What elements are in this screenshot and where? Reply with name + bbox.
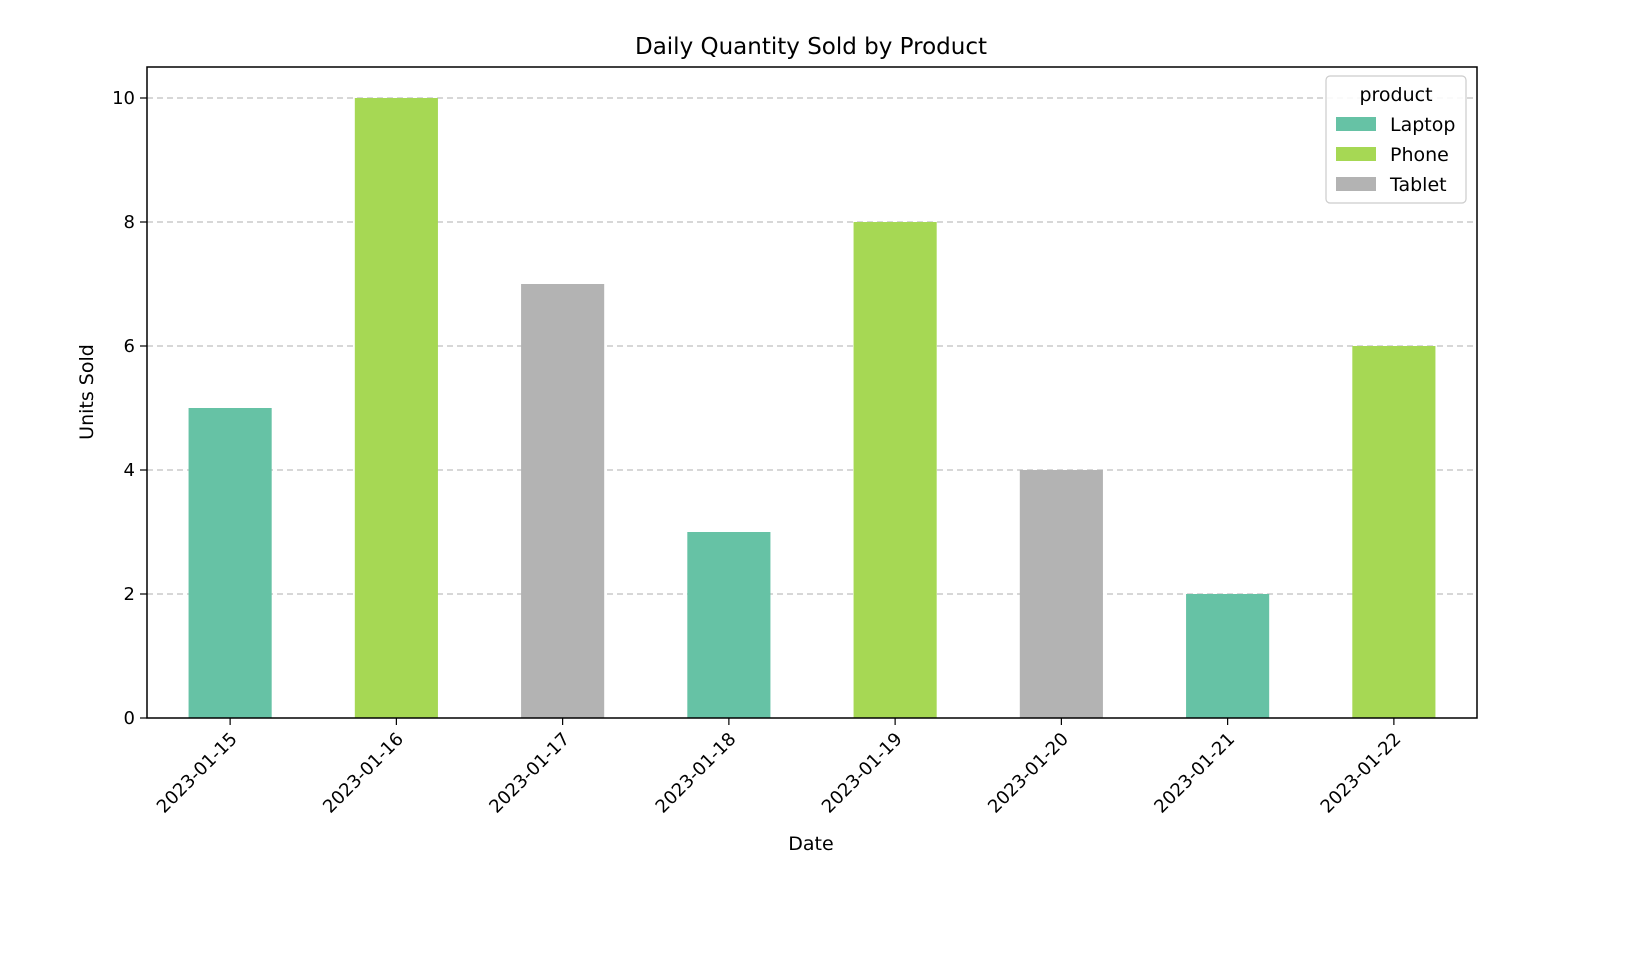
legend-title: product [1359, 84, 1432, 106]
bar-phone-2023-01-16 [354, 98, 438, 718]
bar-phone-2023-01-19 [853, 222, 937, 718]
plot-frame [146, 66, 1478, 719]
bar-phone-2023-01-22 [1352, 346, 1436, 718]
legend-swatch-laptop [1336, 117, 1376, 131]
y-tick-label: 8 [124, 212, 135, 233]
legend-label-tablet: Tablet [1389, 174, 1447, 196]
x-axis-title: Date [788, 833, 833, 855]
y-tick-label: 4 [124, 460, 135, 481]
y-tick-label: 0 [124, 708, 135, 729]
y-tick-label: 2 [124, 584, 135, 605]
y-axis-title: Units Sold [76, 344, 98, 440]
legend-label-phone: Phone [1390, 144, 1449, 166]
legend-swatch-phone [1336, 147, 1376, 161]
chart-title: Daily Quantity Sold by Product [635, 34, 987, 60]
y-tick-label: 10 [112, 88, 135, 109]
legend-label-laptop: Laptop [1390, 114, 1455, 136]
bar-laptop-2023-01-21 [1186, 594, 1270, 718]
y-tick-label: 6 [124, 336, 135, 357]
bar-tablet-2023-01-20 [1019, 470, 1103, 718]
bar-laptop-2023-01-18 [687, 532, 771, 718]
bars [188, 98, 1436, 718]
legend-items: Laptop Phone Tablet [1336, 114, 1455, 196]
y-axis: 0 2 4 6 8 10 [112, 88, 147, 729]
legend-swatch-tablet [1336, 177, 1376, 191]
bar-tablet-2023-01-17 [521, 284, 605, 718]
bar-laptop-2023-01-15 [188, 408, 272, 718]
legend-box [1325, 75, 1467, 204]
legend: product Laptop Phone Tablet [1325, 75, 1467, 204]
